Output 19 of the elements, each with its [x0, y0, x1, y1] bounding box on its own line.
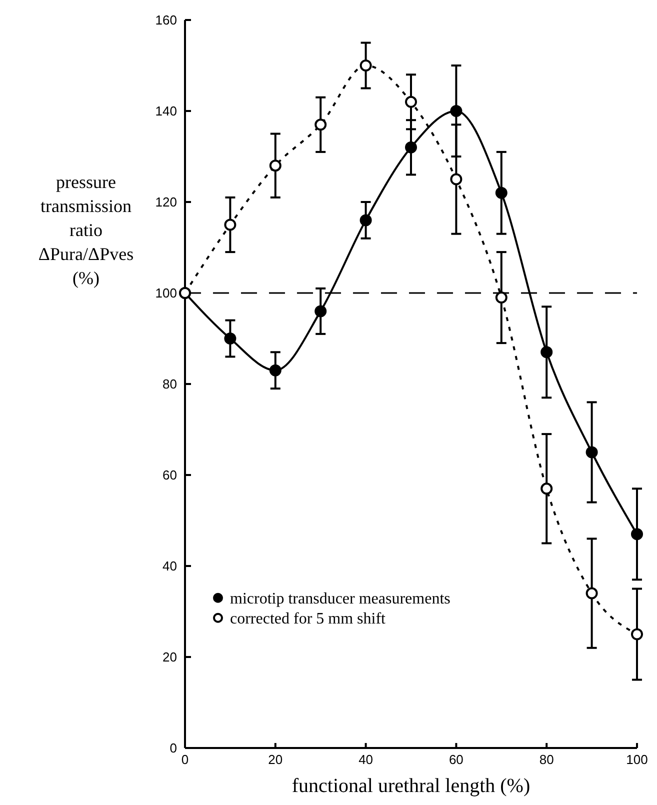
x-tick-label: 80 [539, 752, 554, 767]
x-axis-title: functional urethral length (%) [292, 775, 530, 797]
x-tick-label: 100 [626, 752, 648, 767]
legend-label: corrected for 5 mm shift [230, 610, 386, 628]
x-tick-label: 60 [448, 752, 464, 767]
legend-label: microtip transducer measurements [230, 590, 450, 608]
y-tick-label: 100 [155, 286, 177, 301]
y-tick-label: 60 [162, 468, 177, 483]
y-tick-label: 20 [162, 650, 177, 665]
x-tick-label: 0 [181, 752, 189, 767]
y-tick-label: 80 [162, 376, 177, 392]
y-axis-title: pressure transmission ratio ΔPura/ΔPves (%) [38, 172, 134, 288]
y-tick-label: 40 [162, 558, 177, 574]
y-tick-label: 160 [155, 12, 177, 28]
x-tick-label: 40 [358, 752, 374, 767]
x-tick-label: 20 [268, 752, 283, 767]
y-tick-label: 140 [155, 104, 177, 119]
y-tick-label: 120 [155, 194, 177, 210]
y-tick-label: 0 [170, 740, 177, 756]
